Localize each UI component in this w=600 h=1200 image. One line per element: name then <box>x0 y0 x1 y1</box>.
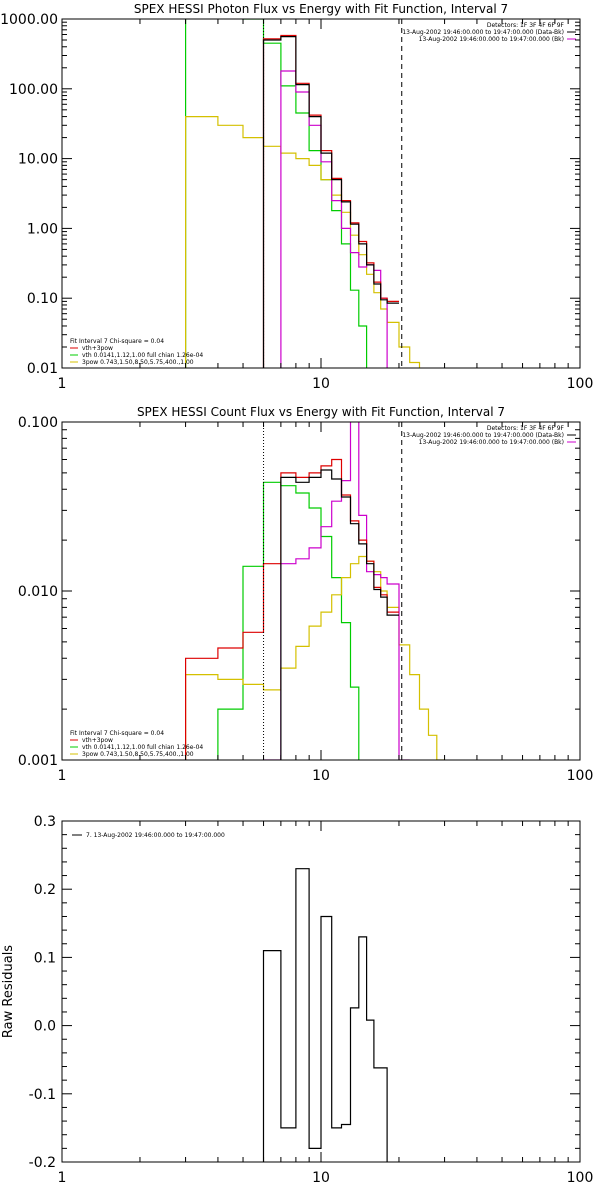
legend-entry: 13-Aug-2002 19:46:00.000 to 19:47:00.000… <box>419 439 576 446</box>
legend-label: 13-Aug-2002 19:46:00.000 to 19:47:00.000… <box>419 36 564 43</box>
y-tick-label: 0.010 <box>18 584 58 600</box>
series-5 <box>262 36 399 368</box>
y-tick-label: -0.2 <box>29 1155 56 1171</box>
y-tick-label: 0.0 <box>34 1019 56 1035</box>
y-tick-label: 0.3 <box>34 814 56 830</box>
plot-frame <box>61 18 581 369</box>
legend-entry: vth+3pow <box>70 737 113 744</box>
x-tick-label: 1 <box>58 768 67 784</box>
series-line <box>217 481 360 760</box>
legend-entry: 3pow 0.743,1.50,8.50,5.75,400.,1.00 <box>70 751 194 758</box>
legend-label: vth 0.0141,1.12,1.00 full chian 1.26e-04 <box>82 744 203 751</box>
legend-entry: vth+3pow <box>70 345 113 352</box>
plot-area <box>262 868 388 1162</box>
x-tick-label: 1 <box>58 1170 67 1186</box>
legend-entry: Fit Interval 7 Chi-square = 0.04 <box>70 730 164 737</box>
series-3 <box>280 70 388 368</box>
legend-entry: 13-Aug-2002 19:46:00.000 to 19:47:00.000… <box>419 36 576 43</box>
series-line <box>262 36 399 368</box>
legend-label: Fit Interval 7 Chi-square = 0.04 <box>70 730 164 737</box>
series-line <box>262 422 410 760</box>
y-tick-label: 0.1 <box>34 950 56 966</box>
series-2 <box>185 116 421 368</box>
plot-area <box>185 19 421 368</box>
legend-entry: 3pow 0.743,1.50,8.50,5.75,400.,1.00 <box>70 359 194 366</box>
series-1 <box>262 868 388 1162</box>
x-tick-label: 100 <box>567 768 594 784</box>
x-tick-label: 100 <box>567 1170 594 1186</box>
series-5 <box>280 469 399 760</box>
y-axis-label: Raw Residuals <box>1 945 16 1038</box>
legend-label: 13-Aug-2002 19:46:00.000 to 19:47:00.000… <box>402 29 564 36</box>
legend-label: vth+3pow <box>82 737 113 744</box>
legend-label: vth+3pow <box>82 345 113 352</box>
legend-entry: 7. 13-Aug-2002 19:46:00.000 to 19:47:00.… <box>72 832 225 839</box>
y-tick-label: 1.00 <box>27 221 58 237</box>
x-tick-label: 100 <box>567 376 594 392</box>
legend-entry: 13-Aug-2002 19:46:00.000 to 19:47:00.000… <box>402 432 576 439</box>
chart-title: SPEX HESSI Count Flux vs Energy with Fit… <box>137 405 505 419</box>
chart-title: SPEX HESSI Photon Flux vs Energy with Fi… <box>134 2 508 16</box>
legend-label: Fit Interval 7 Chi-square = 0.04 <box>70 338 164 345</box>
series-line <box>280 70 388 368</box>
series-line <box>262 868 388 1162</box>
y-tick-label: 0.100 <box>18 415 58 431</box>
legend-label: Detectors: 1F 3F 4F 6F 9F <box>487 22 565 29</box>
y-tick-label: 0.2 <box>34 882 56 898</box>
series-line <box>185 19 368 368</box>
legend-label: 7. 13-Aug-2002 19:46:00.000 to 19:47:00.… <box>86 832 225 839</box>
legend-entry: Detectors: 1F 3F 4F 6F 9F <box>487 22 565 29</box>
y-tick-label: 0.001 <box>18 753 58 769</box>
x-tick-label: 10 <box>312 1170 330 1186</box>
legend-label: vth 0.0141,1.12,1.00 full chian 1.26e-04 <box>82 352 203 359</box>
legend-label: 3pow 0.743,1.50,8.50,5.75,400.,1.00 <box>82 359 194 366</box>
series-line <box>185 116 421 368</box>
legend-label: Detectors: 1F 3F 4F 6F 9F <box>487 425 565 432</box>
legend-entry: 13-Aug-2002 19:46:00.000 to 19:47:00.000… <box>402 29 576 36</box>
legend-entry: vth 0.0141,1.12,1.00 full chian 1.26e-04 <box>70 744 203 751</box>
legend-entry: vth 0.0141,1.12,1.00 full chian 1.26e-04 <box>70 352 203 359</box>
x-tick-label: 10 <box>312 376 330 392</box>
y-tick-label: 1000.00 <box>0 12 58 28</box>
series-1 <box>217 481 360 760</box>
legend-label: 13-Aug-2002 19:46:00.000 to 19:47:00.000… <box>402 432 564 439</box>
panel-3: 1 10 100 0.3 0.2 0.1 0.0 -0.1 -0.2 Raw Residuals 7… <box>1 814 593 1186</box>
y-tick-label: -0.1 <box>29 1087 56 1103</box>
series-2 <box>185 555 445 760</box>
legend-entry: Detectors: 1F 3F 4F 6F 9F <box>487 425 565 432</box>
y-tick-label: 100.00 <box>9 82 58 98</box>
y-tick-label: 0.10 <box>27 291 58 307</box>
series-line <box>280 469 399 760</box>
x-tick-label: 1 <box>58 376 67 392</box>
plot-area <box>185 422 445 760</box>
x-tick-label: 10 <box>312 768 330 784</box>
panel-1: SPEX HESSI Photon Flux vs Energy with Fi… <box>0 2 593 392</box>
series-1 <box>185 19 368 368</box>
series-line <box>185 555 445 760</box>
series-3 <box>262 422 410 760</box>
y-tick-label: 0.01 <box>27 361 58 377</box>
panel-2: SPEX HESSI Count Flux vs Energy with Fit… <box>18 405 593 784</box>
legend-label: 13-Aug-2002 19:46:00.000 to 19:47:00.000… <box>419 439 564 446</box>
legend-entry: Fit Interval 7 Chi-square = 0.04 <box>70 338 164 345</box>
y-tick-label: 10.00 <box>18 152 58 168</box>
legend-label: 3pow 0.743,1.50,8.50,5.75,400.,1.00 <box>82 751 194 758</box>
